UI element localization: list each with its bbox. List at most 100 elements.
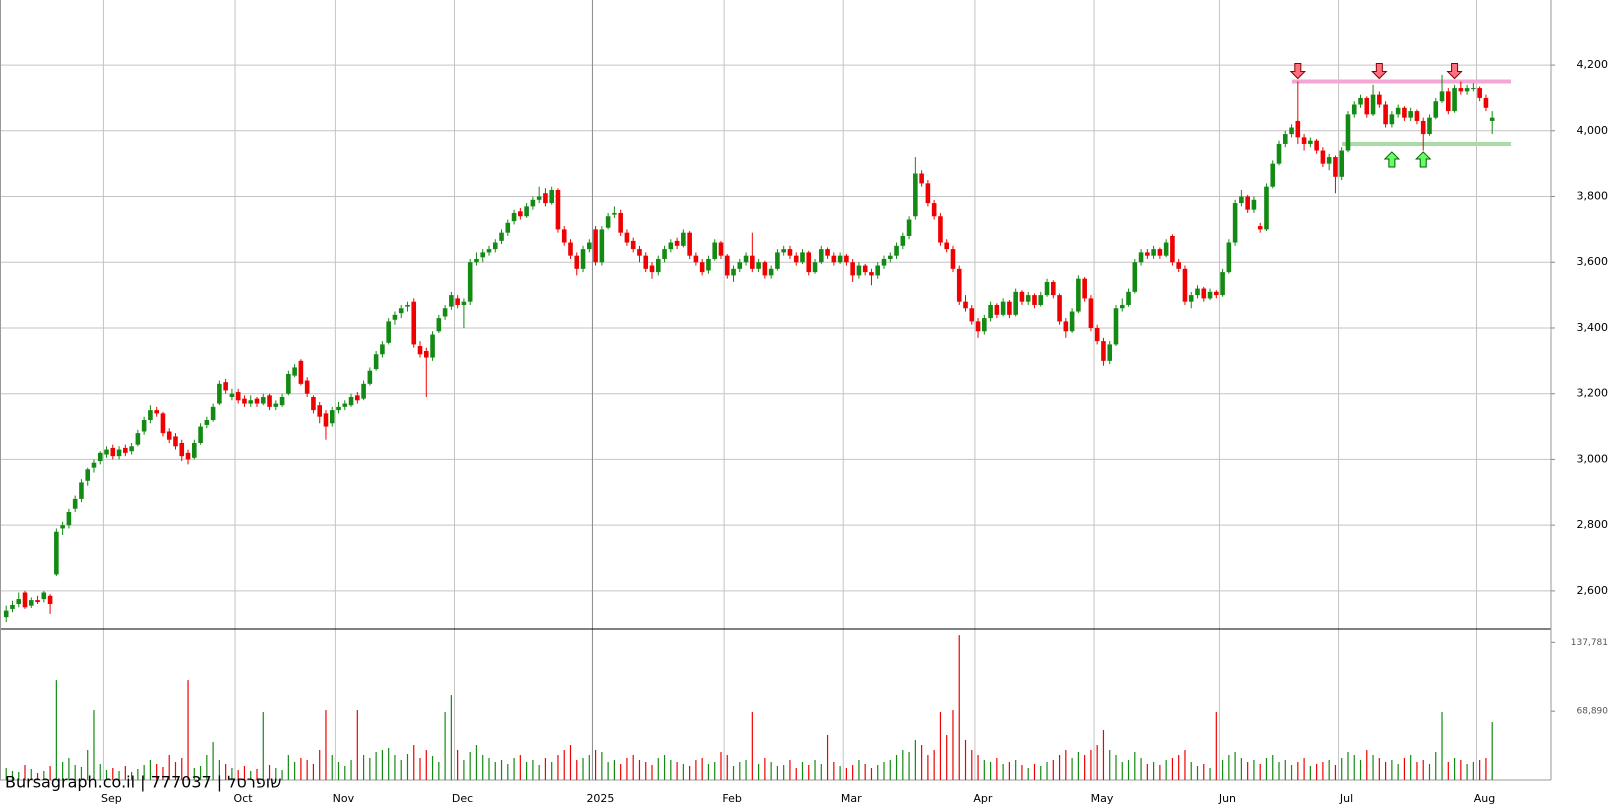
- x-tick-label: Jun: [1218, 792, 1236, 805]
- candle-body: [242, 398, 247, 404]
- candle-body: [1226, 242, 1232, 273]
- candle-body: [411, 301, 417, 345]
- candle-body: [988, 304, 993, 319]
- candle-body: [555, 189, 561, 230]
- candle-body: [762, 262, 768, 276]
- candle-body: [16, 599, 22, 605]
- candle-body: [135, 433, 141, 445]
- x-tick-label: Mar: [841, 792, 862, 805]
- candle-body: [405, 304, 410, 307]
- candle-body: [1050, 281, 1056, 296]
- x-tick-label: 2025: [586, 792, 614, 805]
- candle-body: [674, 240, 680, 246]
- y-tick-label: 3,400: [1577, 321, 1609, 334]
- candle-body: [1282, 134, 1288, 144]
- candle-body: [1007, 301, 1012, 315]
- candle-body: [1239, 196, 1244, 204]
- candle-body: [123, 447, 128, 453]
- candle-body: [455, 298, 460, 305]
- candle-body: [574, 255, 580, 269]
- x-tick-label: Aug: [1474, 792, 1495, 805]
- candle-body: [380, 344, 385, 355]
- candle-body: [781, 249, 786, 253]
- x-tick-label: Dec: [452, 792, 473, 805]
- candles: [3, 74, 1495, 623]
- candle-body: [1314, 140, 1319, 151]
- candle-body: [229, 393, 235, 397]
- candle-body: [1094, 327, 1100, 342]
- candle-body: [1439, 91, 1445, 102]
- candle-body: [1151, 249, 1156, 256]
- candle-body: [1138, 252, 1144, 263]
- candle-body: [1427, 117, 1432, 135]
- candle-body: [1069, 311, 1075, 332]
- y-tick-label: 3,800: [1577, 190, 1609, 203]
- candle-body: [1207, 291, 1213, 299]
- candle-body: [355, 395, 360, 401]
- candle-body: [1119, 304, 1125, 309]
- candle-body: [982, 318, 987, 332]
- candle-body: [329, 410, 335, 424]
- candle-body: [1013, 291, 1018, 315]
- candle-body: [806, 252, 812, 273]
- candle-body: [668, 242, 674, 250]
- candle-body: [1270, 163, 1276, 187]
- candle-body: [436, 318, 442, 332]
- candle-body: [260, 396, 266, 404]
- candle-body: [768, 268, 774, 276]
- candle-body: [819, 249, 824, 263]
- candle-body: [944, 242, 949, 250]
- candle-body: [925, 183, 931, 204]
- candle-body: [568, 242, 573, 256]
- candle-body: [480, 252, 486, 258]
- candle-body: [41, 592, 47, 600]
- candle-body: [724, 255, 730, 276]
- candle-body: [681, 232, 686, 246]
- candle-body: [837, 255, 843, 263]
- candle-body: [60, 525, 65, 529]
- y-tick-label: 4,000: [1577, 124, 1609, 137]
- candle-body: [1000, 301, 1006, 315]
- candle-body: [850, 262, 855, 276]
- candle-body: [1364, 97, 1370, 115]
- candle-body: [1333, 157, 1338, 177]
- candle-body: [630, 240, 636, 250]
- candle-body: [1458, 88, 1464, 92]
- candle-body: [148, 410, 153, 420]
- candle-body: [22, 592, 28, 608]
- candle-body: [605, 216, 611, 228]
- candle-body: [79, 482, 84, 499]
- candle-body: [1295, 120, 1301, 138]
- candle-body: [662, 249, 667, 259]
- candle-body: [887, 255, 893, 259]
- candle-body: [1126, 291, 1131, 305]
- candle-body: [737, 262, 743, 269]
- candle-body: [423, 350, 429, 358]
- candle-body: [1471, 88, 1476, 90]
- candle-body: [1176, 262, 1181, 269]
- candle-body: [618, 212, 623, 233]
- candle-body: [160, 413, 166, 434]
- candle-body: [1414, 111, 1420, 121]
- candle-body: [392, 314, 398, 320]
- candle-body: [1170, 235, 1175, 263]
- candle-body: [1358, 97, 1363, 105]
- candle-body: [593, 229, 598, 263]
- candle-body: [1420, 120, 1426, 135]
- candle-body: [1326, 157, 1332, 164]
- candle-body: [1063, 321, 1069, 332]
- candle-body: [1163, 242, 1169, 256]
- candle-body: [1301, 137, 1307, 144]
- candle-body: [386, 321, 391, 343]
- candle-body: [248, 400, 254, 404]
- candle-body: [336, 406, 341, 411]
- candle-body: [1308, 140, 1313, 144]
- candle-body: [1257, 226, 1263, 230]
- candle-body: [750, 255, 755, 269]
- candle-body: [279, 396, 285, 406]
- candle-body: [637, 249, 642, 256]
- candle-body: [141, 419, 147, 432]
- candle-body: [430, 334, 435, 358]
- candle-body: [28, 600, 34, 606]
